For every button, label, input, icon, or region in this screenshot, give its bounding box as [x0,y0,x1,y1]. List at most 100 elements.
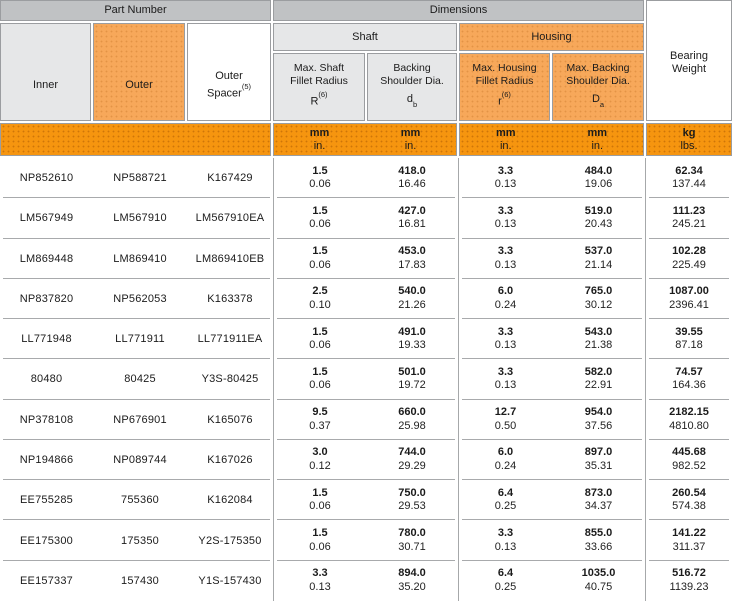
weight-cell: 39.55 87.18 [645,319,732,360]
max-backing-shoulder-dia-value: 582.0 22.91 [584,365,613,392]
housing-fillet-radius-value: 3.3 0.13 [494,527,517,553]
part-outer: 80425 [124,373,156,386]
max-backing-shoulder-dia-value: 897.0 35.31 [584,446,613,472]
part-number-cells: LL771948 LL771911 LL771911EA [0,319,273,360]
shaft-fillet-radius-value: 2.5 0.10 [309,285,331,311]
bearing-weight-value: 39.55 87.18 [675,325,703,352]
part-inner: LM567949 [19,212,74,225]
units-housing-fillet: mm in. [495,126,516,152]
max-housing-fillet-radius-label: Max. Housing Fillet Radius [472,62,537,87]
table-row: LL771948 LL771911 LL771911EA 1.5 0.06 491… [0,319,732,360]
shaft-fillet-radius-value: 1.5 0.06 [309,164,331,191]
symbol-Da: Da [591,92,605,109]
part-inner: NP852610 [19,172,74,185]
bearing-weight-value: 102.28 225.49 [672,245,706,271]
part-outer-spacer: K167026 [207,453,253,466]
housing-cells: 12.7 0.50 954.0 37.56 [458,399,645,441]
housing-fillet-radius-value: 3.3 0.13 [494,325,517,352]
housing-fillet-radius-value: 6.0 0.24 [494,285,517,311]
max-backing-shoulder-dia-value: 537.0 21.14 [584,245,613,271]
weight-cell: 445.68 982.52 [645,439,732,481]
housing-cells: 3.3 0.13 484.0 19.06 [458,158,645,199]
shaft-fillet-radius-value: 3.3 0.13 [309,567,331,593]
weight-cell: 74.57 164.36 [645,359,732,400]
housing-cells: 6.4 0.25 873.0 34.37 [458,480,645,521]
backing-shoulder-dia-value: 894.0 35.20 [398,567,426,593]
shaft-fillet-radius-value: 1.5 0.06 [309,486,331,513]
backing-shoulder-dia-value: 660.0 25.98 [398,406,426,432]
shaft-cells: 2.5 0.10 540.0 21.26 [273,278,458,320]
weight-cell: 141.22 311.37 [645,520,732,561]
part-outer-spacer: LM869410EB [195,252,265,265]
weight-cell: 516.72 1139.23 [645,560,732,601]
housing-fillet-radius-value: 12.7 0.50 [494,406,517,432]
housing-cells: 3.3 0.13 543.0 21.38 [458,319,645,360]
part-outer: 175350 [121,534,159,547]
table-row: NP852610 NP588721 K167429 1.5 0.06 418.0 1… [0,158,732,199]
shaft-fillet-radius-value: 1.5 0.06 [309,527,331,553]
housing-fillet-radius-value: 3.3 0.13 [494,245,517,271]
housing-fillet-radius-value: 6.0 0.24 [494,446,517,472]
weight-cell: 62.34 137.44 [645,158,732,199]
shaft-cells: 1.5 0.06 427.0 16.81 [273,198,458,239]
backing-shoulder-dia-value: 780.0 30.71 [398,527,426,553]
shaft-cells: 1.5 0.06 453.0 17.83 [273,238,458,280]
bearing-weight-line1: Bearing [670,49,708,62]
part-outer: 755360 [121,494,159,507]
part-number-cells: NP852610 NP588721 K167429 [0,158,273,199]
table-row: EE175300 175350 Y2S-175350 1.5 0.06 780.0… [0,520,732,561]
col-header-outer-spacer: Outer Spacer(5) [187,23,271,121]
shaft-fillet-radius-value: 1.5 0.06 [309,365,331,392]
housing-cells: 6.0 0.24 765.0 30.12 [458,278,645,320]
part-number-cells: EE755285 755360 K162084 [0,480,273,521]
part-number-cells: EE175300 175350 Y2S-175350 [0,520,273,561]
max-backing-shoulder-dia-value: 484.0 19.06 [584,164,613,191]
bearing-weight-value: 111.23 245.21 [672,204,706,231]
part-inner: LL771948 [21,333,72,346]
part-outer-spacer: Y2S-175350 [198,534,262,547]
max-shaft-fillet-radius-label: Max. Shaft Fillet Radius [290,62,348,87]
max-backing-shoulder-dia-value: 519.0 20.43 [584,204,613,231]
table-body: NP852610 NP588721 K167429 1.5 0.06 418.0 1… [0,158,732,601]
part-inner: NP378108 [19,413,74,426]
weight-cell: 2182.15 4810.80 [645,399,732,441]
table-row: 80480 80425 Y3S-80425 1.5 0.06 501.0 19.72… [0,359,732,400]
shaft-cells: 9.5 0.37 660.0 25.98 [273,399,458,441]
shaft-cells: 1.5 0.06 780.0 30.71 [273,520,458,561]
backing-shoulder-dia-value: 501.0 19.72 [398,365,426,392]
part-outer-spacer: Y3S-80425 [201,373,259,386]
bearing-weight-value: 260.54 574.38 [672,486,706,513]
part-number-cells: EE157337 157430 Y1S-157430 [0,561,273,601]
part-outer: NP588721 [113,172,167,185]
units-bar-shaft: mm in. mm in. [273,123,457,156]
footnote-5: (5) [241,81,252,91]
part-outer: NP562053 [113,292,167,305]
housing-cells: 6.4 0.25 1035.0 40.75 [458,560,645,601]
table-row: LM869448 LM869410 LM869410EB 1.5 0.06 453… [0,238,732,280]
part-outer-spacer: Y1S-157430 [198,574,262,587]
shaft-cells: 1.5 0.06 418.0 16.46 [273,158,458,199]
part-outer-spacer: K165076 [207,413,253,426]
part-inner: NP194866 [19,453,74,466]
max-backing-shoulder-dia-value: 954.0 37.56 [584,406,613,432]
table-row: NP837820 NP562053 K163378 2.5 0.10 540.0 2… [0,278,732,320]
shaft-fillet-radius-value: 1.5 0.06 [309,245,331,271]
shaft-group-header: Shaft [273,23,457,51]
part-inner: EE755285 [20,494,73,507]
part-outer: 157430 [121,574,159,587]
shaft-fillet-radius-value: 1.5 0.06 [309,325,331,352]
bearing-weight-value: 1087.00 2396.41 [669,285,709,311]
units-weight: kg lbs. [680,126,698,152]
backing-shoulder-dia-value: 453.0 17.83 [398,245,426,271]
symbol-r6: r(6) [498,90,511,108]
housing-group-header: Housing [459,23,644,51]
part-outer: NP676901 [113,413,167,426]
col-header-outer: Outer [93,23,185,121]
part-number-cells: NP194866 NP089744 K167026 [0,440,273,481]
backing-shoulder-dia-value: 744.0 29.29 [398,446,426,472]
units-bar-housing: mm in. mm in. [459,123,644,156]
units-bar-part-numbers [0,123,271,156]
housing-fillet-radius-value: 3.3 0.13 [494,204,517,231]
col-header-inner: Inner [0,23,91,121]
